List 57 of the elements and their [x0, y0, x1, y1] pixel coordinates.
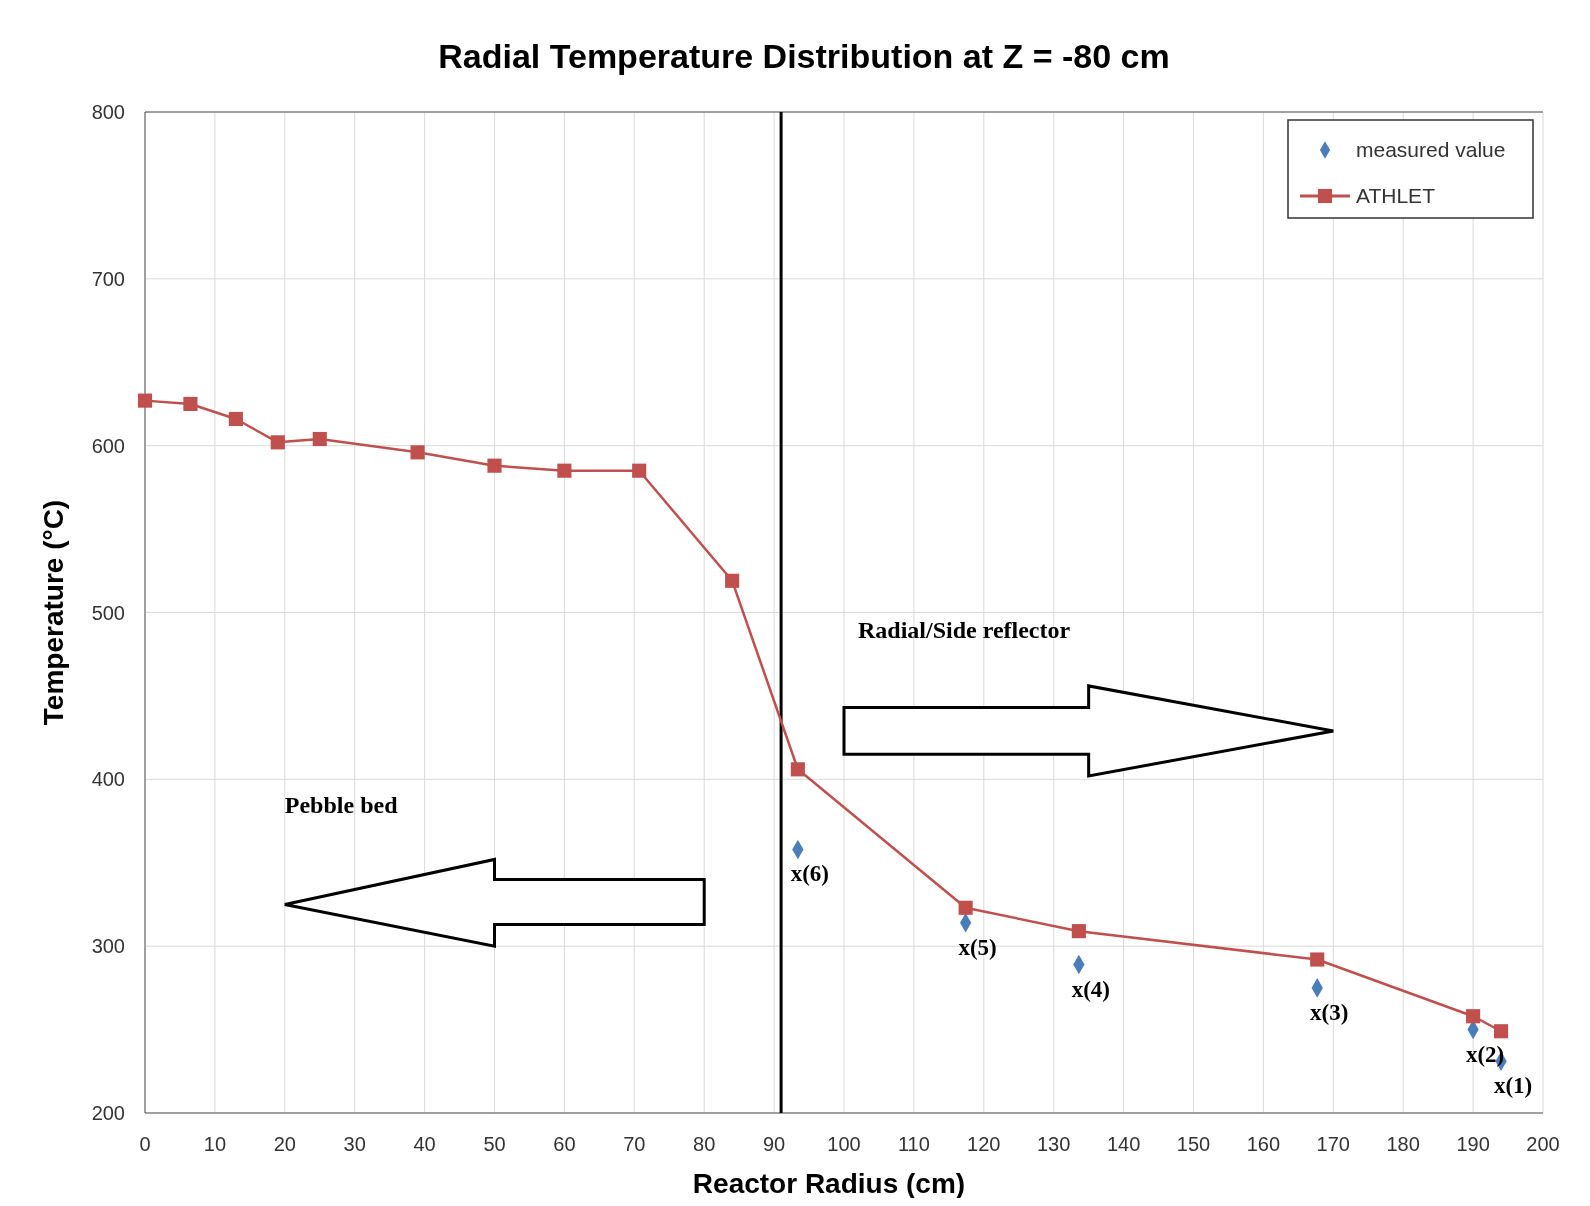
x-tick-label: 160 — [1246, 1133, 1281, 1155]
annotation: x(5) — [958, 934, 997, 960]
x-tick-label: 140 — [1106, 1133, 1141, 1155]
annotation: Pebble bed — [284, 791, 399, 818]
legend-label: measured value — [1356, 138, 1506, 161]
x-tick-label: 90 — [762, 1133, 786, 1155]
annotation: x(1) — [1493, 1073, 1533, 1099]
annotation: x(4) — [1071, 976, 1111, 1002]
annotation: x(3) — [1310, 999, 1349, 1025]
point — [183, 396, 198, 412]
point — [312, 431, 327, 447]
point — [632, 463, 647, 478]
x-tick-label: 180 — [1386, 1133, 1420, 1155]
point — [790, 762, 805, 777]
point — [1466, 1009, 1481, 1024]
point — [1071, 924, 1086, 939]
x-axis-title: Reactor Radius (cm) — [692, 1168, 966, 1199]
x-tick-label: 20 — [273, 1133, 296, 1155]
point — [1310, 952, 1325, 967]
point — [137, 393, 153, 408]
x-tick-label: 70 — [623, 1133, 646, 1155]
x-tick-label: 170 — [1316, 1133, 1350, 1155]
point — [270, 435, 285, 450]
x-tick-label: 0 — [139, 1133, 151, 1155]
x-tick-label: 120 — [967, 1133, 1001, 1155]
y-tick-label: 700 — [91, 267, 125, 290]
point — [1493, 1024, 1509, 1039]
x-tick-label: 130 — [1037, 1133, 1071, 1155]
point — [228, 411, 243, 427]
y-tick-label: 200 — [91, 1102, 125, 1124]
x-tick-label: 10 — [203, 1133, 227, 1155]
x-tick-label: 80 — [693, 1133, 716, 1155]
x-tick-label: 110 — [897, 1133, 930, 1155]
point — [725, 573, 740, 588]
x-tick-label: 150 — [1176, 1133, 1211, 1155]
x-tick-label: 200 — [1526, 1133, 1560, 1155]
annotation: x(2) — [1465, 1041, 1505, 1067]
annotation: x(6) — [790, 861, 830, 887]
y-tick-label: 300 — [91, 935, 125, 958]
y-axis-title: Temperature (°C) — [38, 499, 69, 726]
chart-title: Radial Temperature Distribution at Z = -80 cm — [438, 37, 1170, 75]
x-tick-label: 190 — [1456, 1133, 1490, 1155]
y-tick-label: 800 — [91, 101, 125, 123]
y-tick-label: 500 — [91, 601, 125, 624]
y-tick-label: 600 — [91, 434, 125, 457]
point — [487, 458, 502, 473]
point — [958, 900, 973, 915]
legend-label: ATHLET — [1356, 184, 1436, 207]
x-tick-label: 30 — [343, 1133, 366, 1155]
y-tick-label: 400 — [91, 768, 125, 791]
x-tick-label: 100 — [827, 1133, 861, 1155]
annotation: Radial/Side reflector — [857, 616, 1071, 643]
x-tick-label: 40 — [413, 1133, 436, 1155]
x-tick-label: 60 — [553, 1133, 576, 1155]
point — [557, 463, 572, 478]
x-tick-label: 50 — [483, 1133, 506, 1155]
point — [410, 445, 425, 460]
